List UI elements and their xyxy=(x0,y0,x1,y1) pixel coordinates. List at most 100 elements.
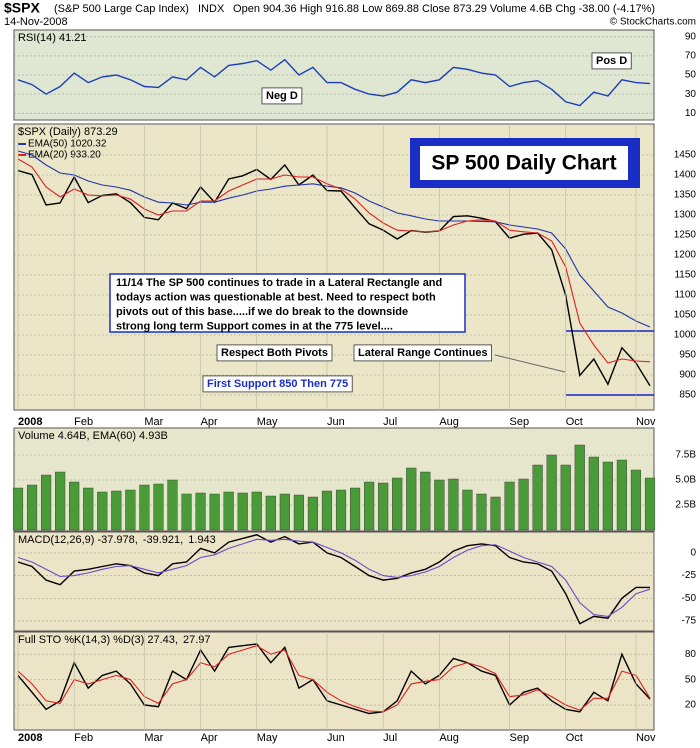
x-tick-label: Mar xyxy=(144,416,163,428)
y-tick-label: 10 xyxy=(685,108,697,119)
volume-bar xyxy=(504,481,515,531)
volume-bar xyxy=(518,478,529,531)
legend-entry: MACD(12,26,9) -37.978, xyxy=(18,534,138,546)
date: 14-Nov-2008 xyxy=(4,16,68,28)
volume-bar xyxy=(602,461,613,531)
volume-bar xyxy=(616,459,627,531)
volume-bar xyxy=(420,471,431,531)
title-box-inner xyxy=(420,146,628,180)
y-tick-label: 5.0B xyxy=(675,475,696,486)
x-tick-label: 2008 xyxy=(18,732,42,744)
volume-bar xyxy=(476,493,487,531)
series-line xyxy=(17,58,651,107)
y-tick-label: 1150 xyxy=(674,270,696,281)
legend-entry: 27.97 xyxy=(183,634,211,646)
volume-bar xyxy=(532,464,543,531)
volume-bar xyxy=(41,474,52,531)
annotation-box xyxy=(591,52,632,70)
y-tick-label: 50 xyxy=(685,70,697,81)
volume-bar xyxy=(644,477,656,531)
volume-bar xyxy=(462,489,473,531)
annotation: Pos D xyxy=(596,55,627,67)
x-tick-label: Aug xyxy=(439,732,459,744)
legend-entry: Full STO %K(14,3) %D(3) 27.43, xyxy=(18,634,178,646)
y-tick-label: 30 xyxy=(685,89,697,100)
y-tick-label: 1400 xyxy=(674,170,697,181)
annotation: Respect Both Pivots xyxy=(221,347,328,359)
y-tick-label: -25 xyxy=(682,570,697,581)
legend-entry: EMA(50) 1020.32 xyxy=(28,139,107,150)
panel-background xyxy=(13,631,655,731)
y-tick-label: 1250 xyxy=(674,230,697,241)
volume-bar xyxy=(167,479,178,531)
y-tick-label: -75 xyxy=(682,616,697,627)
annotation-box xyxy=(261,87,303,105)
symbol: $SPX xyxy=(4,0,40,16)
volume-bar xyxy=(279,493,290,531)
x-tick-label: Jun xyxy=(327,732,345,744)
volume-bar xyxy=(560,464,571,531)
y-tick-label: 0 xyxy=(690,548,696,559)
panel-title: Volume 4.64B, EMA(60) 4.93B xyxy=(18,430,168,442)
series-line xyxy=(17,163,651,387)
note-line: 11/14 The SP 500 continues to trade in a… xyxy=(116,277,442,289)
volume-bar xyxy=(125,489,136,531)
legend-entry: -39.921, xyxy=(143,534,183,546)
y-tick-label: 1300 xyxy=(674,210,697,221)
x-tick-label: May xyxy=(257,416,278,428)
y-tick-label: -50 xyxy=(682,593,697,604)
volume-bar xyxy=(406,467,417,531)
series-line xyxy=(17,534,650,625)
x-tick-label: Apr xyxy=(201,732,218,744)
volume-bar xyxy=(223,491,234,531)
annotation-box xyxy=(216,344,333,362)
volume-bar xyxy=(251,491,262,531)
panel-title: $SPX (Daily) 873.29 xyxy=(18,126,118,138)
volume-bar xyxy=(97,491,108,531)
volume-bar xyxy=(83,487,94,531)
volume-bar xyxy=(181,493,192,531)
y-tick-label: 1450 xyxy=(674,150,697,161)
volume-bar xyxy=(588,456,599,531)
y-tick-label: 900 xyxy=(679,370,696,381)
panel-background xyxy=(13,427,655,532)
volume-bar xyxy=(378,482,389,531)
y-tick-label: 20 xyxy=(685,700,697,711)
x-tick-label: Jul xyxy=(383,416,397,428)
x-tick-label: Feb xyxy=(74,416,93,428)
series-line xyxy=(17,150,651,328)
annotation: Neg D xyxy=(266,90,298,102)
volume-bar xyxy=(293,494,304,531)
x-tick-label: Apr xyxy=(201,416,218,428)
volume-bar xyxy=(69,481,80,531)
volume-bar xyxy=(392,477,403,531)
index-name: (S&P 500 Large Cap Index) xyxy=(54,3,189,15)
x-tick-label: Feb xyxy=(74,732,93,744)
pointer xyxy=(494,354,566,373)
volume-bar xyxy=(209,493,220,531)
volume-bar xyxy=(335,489,347,531)
x-tick-label: Nov xyxy=(636,416,656,428)
series-line xyxy=(17,645,651,713)
volume-bar xyxy=(153,483,164,531)
x-tick-label: Oct xyxy=(566,732,583,744)
y-tick-label: 90 xyxy=(685,31,697,42)
legend-entry: 1.943 xyxy=(188,534,216,546)
volume-bar xyxy=(448,478,459,531)
legend-entry: EMA(20) 933.20 xyxy=(28,150,101,161)
note-line: strong long term Support comes in at the… xyxy=(116,320,393,332)
y-tick-label: 1050 xyxy=(674,310,697,321)
x-tick-label: 2008 xyxy=(18,416,42,428)
note-box xyxy=(109,273,466,333)
quote: Open 904.36 High 916.88 Low 869.88 Close… xyxy=(233,3,655,15)
annotation-box xyxy=(353,344,492,362)
y-tick-label: 1350 xyxy=(674,190,697,201)
x-tick-label: Jul xyxy=(383,732,397,744)
volume-bar xyxy=(321,490,333,531)
x-tick-label: Oct xyxy=(566,416,583,428)
y-tick-label: 70 xyxy=(685,51,697,62)
y-tick-label: 950 xyxy=(679,350,696,361)
y-tick-label: 1200 xyxy=(674,250,697,261)
exchange: INDX xyxy=(198,3,225,15)
volume-bar xyxy=(26,484,38,531)
